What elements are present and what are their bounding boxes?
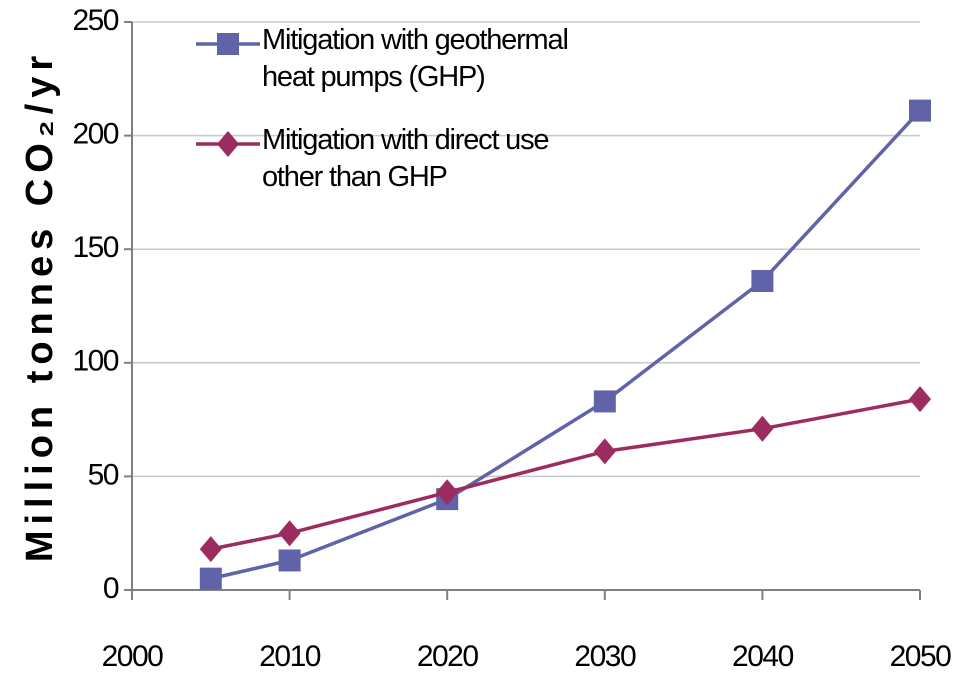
marker: [909, 99, 931, 122]
y-tick-label: 100: [72, 345, 118, 378]
marker: [278, 549, 301, 572]
y-tick-label: 0: [103, 572, 119, 605]
legend-label: Mitigation with direct use other than GH…: [262, 124, 550, 194]
marker: [278, 520, 301, 547]
x-tick-label: 2040: [732, 640, 794, 673]
marker: [199, 536, 222, 563]
marker: [217, 131, 239, 157]
x-tick-label: 2000: [102, 640, 164, 673]
y-tick-label: 250: [72, 4, 118, 37]
y-tick-label: 150: [72, 231, 118, 264]
x-tick-label: 2010: [259, 640, 321, 673]
marker: [593, 438, 616, 465]
legend-item: Mitigation with direct use other than GH…: [262, 124, 550, 194]
marker: [751, 270, 774, 293]
marker: [217, 33, 239, 55]
marker: [199, 567, 222, 590]
marker: [436, 479, 459, 506]
y-axis-label: Million tonnes CO₂/yr: [19, 50, 61, 562]
marker: [751, 415, 774, 442]
legend-item: Mitigation with geothermal heat pumps (G…: [262, 24, 569, 94]
marker: [909, 386, 931, 413]
y-tick-label: 200: [72, 118, 118, 151]
x-tick-label: 2020: [417, 640, 479, 673]
x-tick-label: 2050: [890, 640, 952, 673]
series-line: [210, 397, 921, 551]
y-tick-label: 50: [88, 458, 119, 491]
legend-label: Mitigation with geothermal heat pumps (G…: [262, 24, 569, 94]
x-tick-label: 2030: [574, 640, 636, 673]
series-line: [210, 109, 922, 581]
marker: [593, 390, 616, 413]
